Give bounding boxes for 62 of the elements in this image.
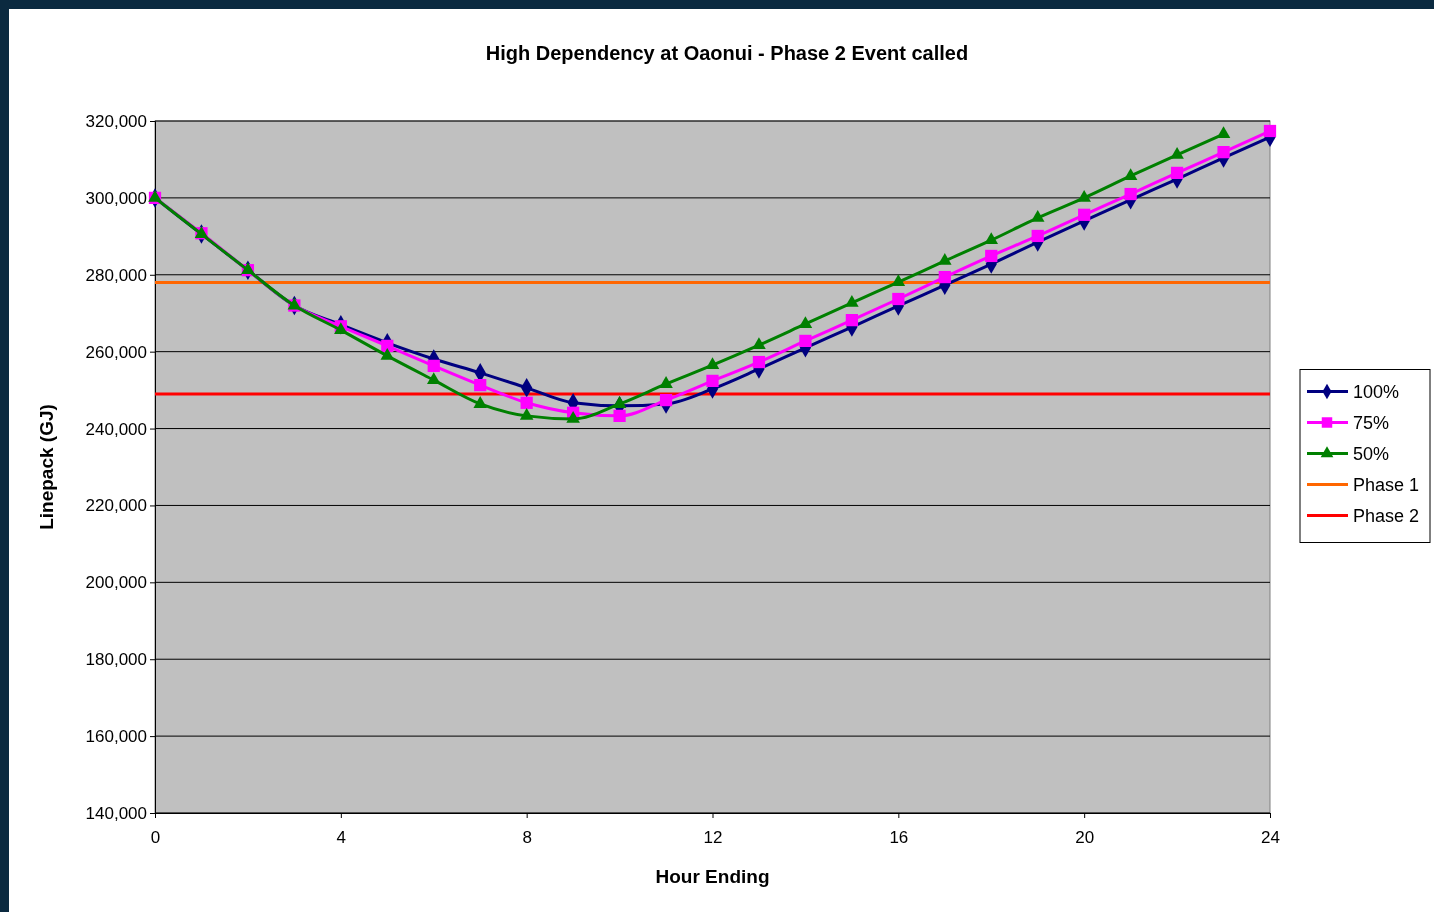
point xyxy=(1124,187,1137,201)
legend-label: Phase 2 xyxy=(1353,505,1420,526)
point xyxy=(1216,126,1231,138)
point xyxy=(752,355,766,369)
point xyxy=(520,396,533,409)
point xyxy=(659,376,673,388)
x-tick-label: 0 xyxy=(150,828,161,848)
x-axis-title: Hour Ending xyxy=(655,866,770,887)
point xyxy=(706,374,719,388)
point xyxy=(613,409,626,422)
x-tick-label: 12 xyxy=(703,828,723,848)
point xyxy=(799,334,812,348)
x-tick-label: 16 xyxy=(889,828,909,848)
point xyxy=(752,337,766,350)
point xyxy=(1170,166,1184,180)
x-tick-label: 20 xyxy=(1075,828,1095,848)
point xyxy=(519,408,534,420)
x-tick-label: 8 xyxy=(522,828,532,848)
y-tick-label: 260,000 xyxy=(85,342,147,362)
point xyxy=(938,270,951,284)
y-tick-label: 220,000 xyxy=(85,496,147,516)
point xyxy=(566,411,580,423)
point xyxy=(1123,168,1138,180)
legend-label: Phase 1 xyxy=(1353,474,1420,495)
y-tick-label: 200,000 xyxy=(85,573,147,593)
point xyxy=(938,253,952,265)
point xyxy=(380,348,395,360)
y-tick-label: 140,000 xyxy=(85,803,147,823)
y-tick-label: 240,000 xyxy=(85,419,147,439)
y-axis-title: Linepack (GJ) xyxy=(36,404,57,530)
point xyxy=(705,357,720,370)
y-tick-label: 280,000 xyxy=(85,265,147,285)
point xyxy=(426,372,441,385)
x-tick-label: 24 xyxy=(1261,828,1280,848)
point xyxy=(845,314,858,327)
point xyxy=(1077,190,1091,202)
point xyxy=(473,396,487,408)
point xyxy=(798,316,813,328)
point xyxy=(659,393,673,407)
point xyxy=(984,232,999,245)
legend-label: 50% xyxy=(1353,443,1390,464)
point xyxy=(892,292,905,306)
point xyxy=(427,359,440,373)
point xyxy=(1217,146,1230,159)
point xyxy=(612,396,627,408)
point xyxy=(891,274,906,287)
y-tick-label: 160,000 xyxy=(85,727,147,747)
point xyxy=(1170,146,1184,159)
point xyxy=(1263,124,1277,138)
legend-label: 75% xyxy=(1353,412,1390,433)
y-tick-label: 300,000 xyxy=(85,188,147,208)
point xyxy=(845,294,859,307)
point xyxy=(985,249,998,263)
point xyxy=(1030,210,1045,222)
x-tick-label: 4 xyxy=(336,828,347,848)
legend-label: 100% xyxy=(1353,381,1400,402)
point xyxy=(1078,208,1091,221)
point xyxy=(1031,229,1044,243)
y-tick-label: 320,000 xyxy=(85,111,147,131)
y-tick-label: 180,000 xyxy=(85,650,147,670)
point xyxy=(474,378,487,392)
chart-title: High Dependency at Oaonui - Phase 2 Event called xyxy=(485,42,969,64)
